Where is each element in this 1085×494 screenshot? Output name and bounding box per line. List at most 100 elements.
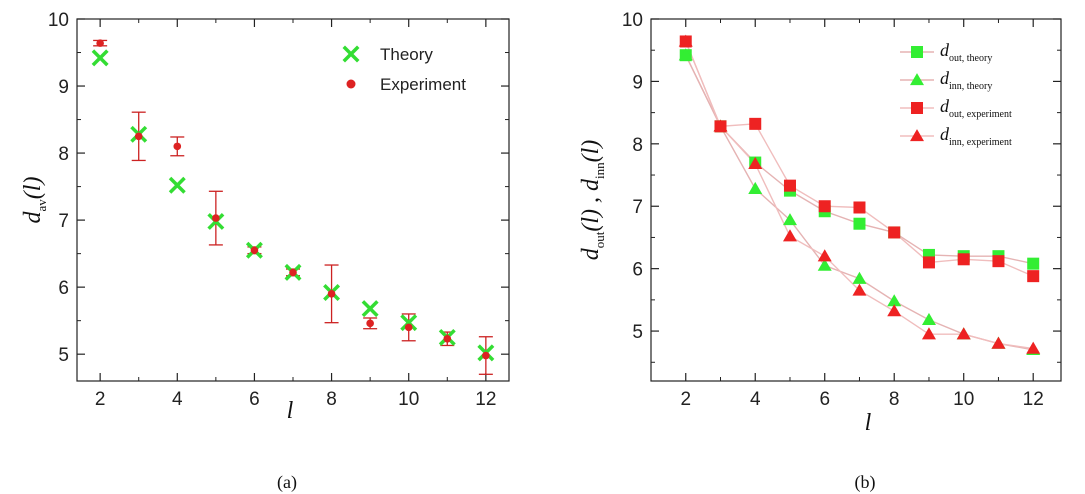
legend-marker bbox=[911, 46, 923, 58]
series-point-inn-experiment bbox=[748, 156, 763, 169]
series-point-inn-experiment bbox=[991, 336, 1006, 349]
experiment-point bbox=[327, 290, 336, 298]
theory-point-b bbox=[168, 176, 186, 194]
experiment-point bbox=[404, 323, 413, 332]
panel-b-y-tick-label: 7 bbox=[632, 197, 643, 218]
legend-label-main: d bbox=[940, 68, 950, 88]
panel-a-y-tick-label: 7 bbox=[58, 211, 69, 232]
panel-b-y-tick-label: 5 bbox=[632, 322, 643, 343]
panel-a-y-tick-label: 10 bbox=[48, 10, 69, 31]
series-point-inn-theory bbox=[887, 294, 902, 307]
panel-b-marks bbox=[678, 34, 1041, 355]
experiment-point bbox=[212, 214, 220, 222]
series-point-inn-experiment bbox=[956, 327, 971, 340]
series-point-inn-theory bbox=[852, 271, 867, 284]
panel-b-ticks: 2 4 6 8 10 12 5 6 7 8 9 10 bbox=[622, 10, 1061, 410]
experiment-point bbox=[289, 268, 297, 277]
series-point-out-theory bbox=[853, 217, 866, 230]
experiment-point bbox=[250, 246, 259, 255]
panel-a-ylabel-sub: av bbox=[34, 199, 49, 212]
panel-b-x-tick-label: 2 bbox=[680, 389, 691, 410]
legend-label-main: d bbox=[940, 124, 950, 144]
legend-theory-label: Theory bbox=[380, 45, 433, 64]
panel-a-ylabel-main: d bbox=[20, 210, 46, 223]
experiment-point bbox=[366, 319, 374, 328]
panel-b-x-tick-label: 6 bbox=[819, 389, 830, 410]
panel-b-y-axis-title: dout(l) , dinn(l) bbox=[578, 140, 607, 261]
legend-label-sub: inn, theory bbox=[949, 81, 992, 92]
experiment-point bbox=[173, 142, 182, 151]
series-point-out-experiment bbox=[957, 253, 970, 266]
series-point-inn-experiment bbox=[678, 34, 693, 47]
legend-marker bbox=[911, 102, 923, 114]
panel-a-y-tick-label: 6 bbox=[58, 278, 69, 299]
series-point-inn-theory bbox=[921, 312, 936, 326]
series-point-inn-experiment bbox=[921, 327, 936, 340]
legend-experiment-marker bbox=[346, 79, 356, 89]
panel-b-ylabel-d1: d bbox=[578, 247, 604, 260]
series-point-inn-theory bbox=[782, 213, 797, 226]
legend-theory-marker bbox=[342, 45, 360, 63]
panel-a-x-tick-label: 4 bbox=[172, 389, 183, 410]
panel-b-y-tick-label: 10 bbox=[622, 10, 643, 31]
panel-b-ylabel-d2: d bbox=[578, 178, 604, 191]
legend-label: dinn, theory bbox=[940, 68, 992, 92]
legend-label: dinn, experiment bbox=[940, 124, 1012, 148]
theory-point-b bbox=[400, 314, 418, 332]
legend-label-sub: out, experiment bbox=[949, 109, 1012, 120]
panel-a-x-tick-label: 2 bbox=[95, 389, 106, 410]
legend-experiment-label: Experiment bbox=[380, 75, 466, 94]
panel-a-y-tick-label: 5 bbox=[58, 345, 69, 366]
series-point-out-experiment bbox=[783, 179, 796, 192]
panel-a-legend: Theory Experiment bbox=[342, 45, 466, 94]
series-point-out-theory bbox=[1027, 257, 1040, 270]
legend-marker bbox=[910, 129, 924, 142]
panel-a-y-tick-label: 9 bbox=[58, 77, 69, 98]
series-point-inn-experiment bbox=[1026, 341, 1041, 354]
panel-b-ylabel-tail: (l) bbox=[578, 140, 604, 163]
series-point-out-experiment bbox=[992, 255, 1005, 268]
series-point-inn-theory bbox=[678, 48, 693, 61]
series-point-inn-experiment bbox=[887, 304, 902, 317]
svg-text:dav(l): dav(l) bbox=[20, 177, 49, 224]
series-point-out-experiment bbox=[853, 201, 866, 214]
panel-b-label: (b) bbox=[855, 472, 876, 493]
panel-a-x-tick-label: 6 bbox=[249, 389, 260, 410]
theory-point-b bbox=[91, 49, 109, 67]
svg-text:dout(l) , dinn(l): dout(l) , dinn(l) bbox=[578, 140, 607, 261]
panel-b-y-tick-label: 8 bbox=[632, 135, 643, 156]
legend-label-sub: inn, experiment bbox=[949, 137, 1012, 148]
experiment-point bbox=[482, 351, 490, 360]
panel-a-ylabel-tail: (l) bbox=[20, 177, 46, 200]
legend-label: dout, experiment bbox=[940, 96, 1012, 120]
panel-a-x-axis-title: l bbox=[287, 398, 294, 424]
panel-a-plot-frame bbox=[76, 18, 510, 382]
series-point-inn-experiment bbox=[713, 119, 728, 132]
panel-a-y-tick-label: 8 bbox=[58, 144, 69, 165]
series-point-inn-experiment bbox=[782, 229, 797, 242]
series-point-out-experiment bbox=[749, 117, 762, 130]
panel-b-y-tick-label: 9 bbox=[632, 72, 643, 93]
series-point-out-experiment bbox=[922, 256, 935, 269]
experiment-point bbox=[443, 334, 452, 343]
panel-b-plot-frame bbox=[650, 18, 1062, 382]
panel-b-ylabel-mid: (l) , bbox=[578, 191, 604, 232]
legend-label-sub: out, theory bbox=[949, 53, 992, 64]
panel-b-ylabel-sub1: out bbox=[592, 231, 607, 248]
panel-b-x-tick-label: 8 bbox=[889, 389, 900, 410]
panel-a-chart: 2 4 6 8 10 12 5 6 7 8 9 10 Theory Experiment dav(l)… bbox=[20, 10, 510, 493]
legend-label: dout, theory bbox=[940, 40, 992, 64]
legend-marker bbox=[910, 73, 924, 86]
panel-a-x-tick-label: 12 bbox=[475, 389, 496, 410]
series-point-inn-experiment bbox=[852, 283, 867, 296]
panel-a-marks bbox=[91, 39, 495, 375]
panel-a-y-axis-title: dav(l) bbox=[20, 177, 49, 224]
panel-b-x-tick-label: 12 bbox=[1023, 389, 1044, 410]
series-point-out-experiment bbox=[1027, 270, 1040, 283]
legend-label-main: d bbox=[940, 40, 950, 60]
panel-a-x-tick-label: 10 bbox=[398, 389, 419, 410]
series-point-inn-theory bbox=[817, 258, 832, 271]
